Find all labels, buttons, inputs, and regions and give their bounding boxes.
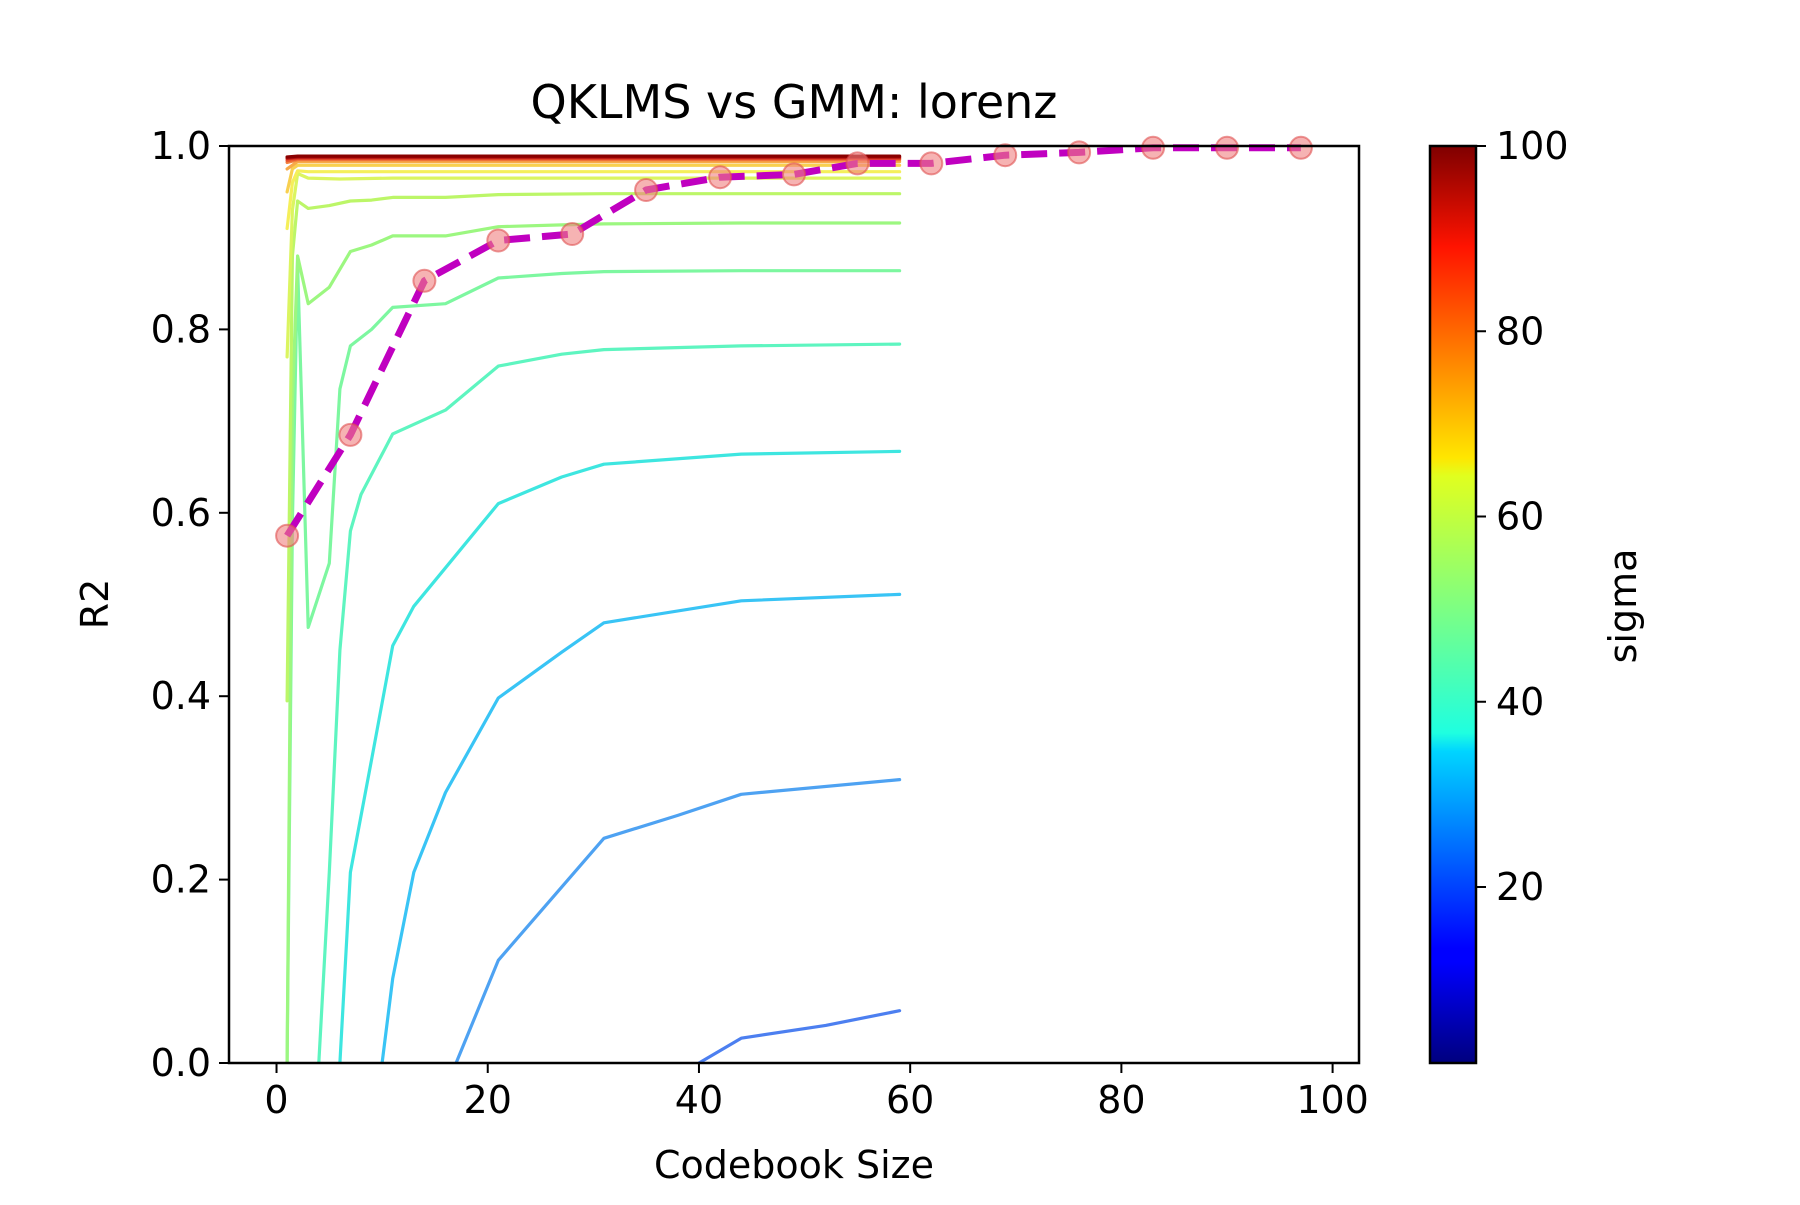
y-axis-ticks: 0.0 0.2 0.4 0.6 0.8 1.0 <box>151 124 229 1085</box>
gmm-point <box>275 523 300 548</box>
x-axis-title: Codebook Size <box>654 1143 934 1187</box>
gmm-point <box>993 143 1018 168</box>
series-line-1 <box>697 1009 902 1063</box>
y-tick-label: 0.0 <box>151 1041 211 1085</box>
series-line-6 <box>285 263 902 1063</box>
series-line-12 <box>285 160 902 171</box>
gmm-point <box>919 151 944 176</box>
gmm-point <box>560 222 585 246</box>
plot-frame <box>227 144 1361 1065</box>
series-group <box>285 154 902 1063</box>
y-axis-title: R2 <box>73 579 117 630</box>
colorbar-tick-label: 20 <box>1496 865 1544 909</box>
gmm-point <box>845 151 870 176</box>
colorbar-tick-label: 80 <box>1496 309 1544 353</box>
series-line-9 <box>285 171 902 359</box>
series-line-11 <box>285 163 902 194</box>
colorbar-tick-label: 60 <box>1496 495 1544 539</box>
gmm-point <box>1067 140 1092 165</box>
gmm-point <box>782 162 806 187</box>
x-tick-label: 20 <box>464 1078 512 1122</box>
series-line-3 <box>380 592 902 1063</box>
chart-title: QKLMS vs GMM: lorenz <box>531 75 1058 129</box>
x-tick-label: 60 <box>886 1078 934 1122</box>
colorbar-ticks: 20 40 60 80 100 <box>1476 124 1569 909</box>
gmm-point <box>486 228 511 253</box>
y-tick-label: 0.8 <box>151 307 211 351</box>
series-line-10 <box>285 169 902 231</box>
colorbar-label: sigma <box>1601 549 1645 664</box>
y-tick-label: 0.2 <box>151 858 211 902</box>
gmm-point <box>1215 135 1239 160</box>
y-tick-label: 1.0 <box>151 124 211 168</box>
series-line-2 <box>454 777 902 1063</box>
colorbar-tick-label: 40 <box>1496 680 1544 724</box>
gmm-line <box>284 144 1301 538</box>
gmm-point <box>708 165 733 190</box>
gmm-point <box>1141 135 1166 160</box>
series-line-5 <box>317 342 902 1063</box>
gmm-group <box>275 135 1313 548</box>
gmm-point <box>1288 135 1313 160</box>
gmm-point <box>634 178 659 202</box>
x-tick-label: 100 <box>1296 1078 1369 1122</box>
series-line-17 <box>285 154 902 159</box>
x-tick-label: 40 <box>675 1078 723 1122</box>
series-line-8 <box>285 192 902 703</box>
gmm-point <box>338 422 363 447</box>
series-line-7 <box>285 221 902 1063</box>
y-tick-label: 0.6 <box>151 491 211 535</box>
series-line-4 <box>338 449 902 1063</box>
gmm-point <box>412 268 437 293</box>
x-tick-label: 80 <box>1097 1078 1145 1122</box>
y-tick-label: 0.4 <box>151 674 211 718</box>
colorbar-tick-label: 100 <box>1496 124 1569 168</box>
x-tick-label: 0 <box>264 1078 288 1122</box>
x-axis-ticks: 0 20 40 60 80 100 <box>264 1063 1369 1122</box>
colorbar <box>1428 144 1478 1065</box>
